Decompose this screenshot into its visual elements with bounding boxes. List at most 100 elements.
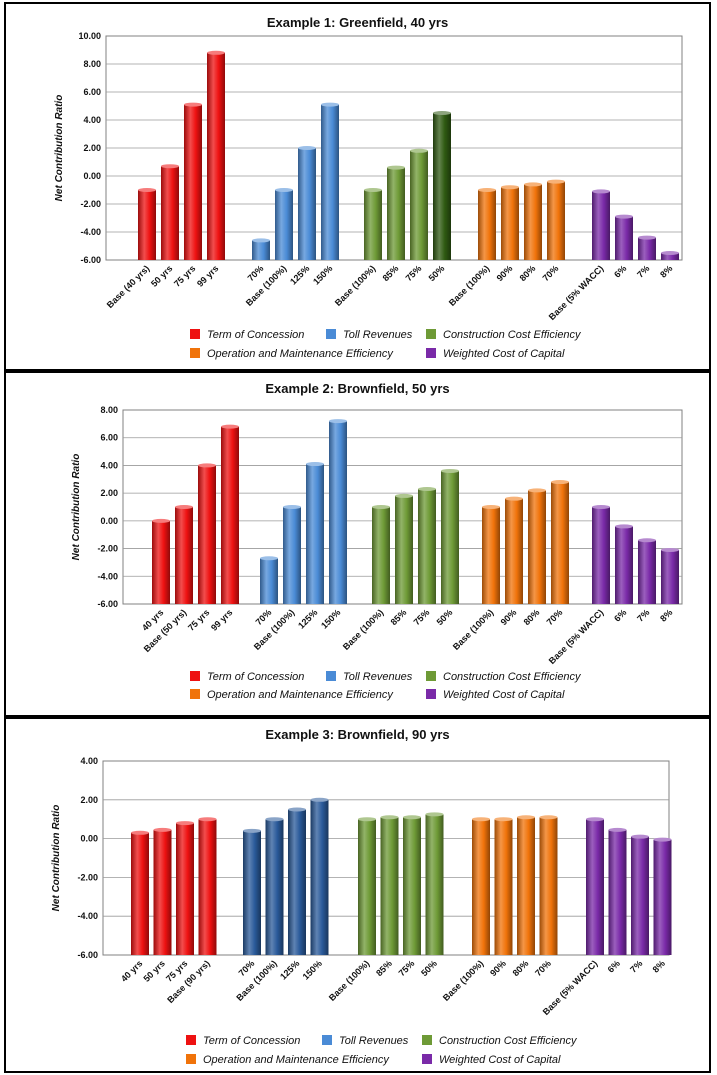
legend-toll-revenues: Toll Revenues bbox=[322, 1035, 408, 1047]
bar-cap bbox=[608, 827, 627, 832]
bar-cap bbox=[478, 188, 496, 192]
x-category-label: 50% bbox=[419, 958, 439, 978]
y-tick-label: 6.00 bbox=[100, 433, 118, 443]
legend-toll-revenues: Toll Revenues bbox=[326, 671, 412, 683]
legend-construction-cost-efficiency: Construction Cost Efficiency bbox=[426, 671, 581, 683]
x-category-label: 90% bbox=[488, 958, 508, 978]
bar bbox=[638, 540, 656, 604]
bar bbox=[243, 830, 261, 955]
x-category-label: 90% bbox=[499, 607, 519, 627]
bar-cap bbox=[364, 188, 382, 192]
bar bbox=[298, 148, 316, 260]
bar-cap bbox=[198, 817, 217, 822]
bar bbox=[275, 190, 293, 260]
y-tick-label: 0.00 bbox=[100, 516, 118, 526]
bar-cap bbox=[380, 815, 399, 820]
bar bbox=[524, 184, 542, 260]
bar-cap bbox=[329, 419, 347, 424]
bar bbox=[615, 216, 633, 260]
bar-cap bbox=[321, 102, 339, 107]
bar-cap bbox=[631, 834, 649, 839]
legend-operation-maintenance-efficiency: Operation and Maintenance Efficiency bbox=[186, 1054, 389, 1066]
x-category-label: 80% bbox=[522, 607, 542, 627]
bar-cap bbox=[586, 817, 604, 822]
bar bbox=[638, 237, 656, 260]
bar bbox=[631, 836, 649, 955]
x-category-label: 99 yrs bbox=[195, 263, 220, 288]
bar-cap bbox=[615, 524, 633, 529]
bar-cap bbox=[653, 837, 672, 842]
bar bbox=[306, 464, 324, 604]
legend-term-of-concession: Term of Concession bbox=[190, 329, 304, 341]
bar bbox=[387, 167, 405, 260]
bar bbox=[653, 839, 672, 955]
bar bbox=[329, 421, 347, 604]
y-tick-label: -2.00 bbox=[77, 872, 98, 882]
bar bbox=[505, 498, 523, 604]
x-category-label: 80% bbox=[518, 263, 538, 283]
bar bbox=[310, 799, 329, 955]
y-tick-label: -4.00 bbox=[80, 227, 101, 237]
bar-cap bbox=[505, 496, 523, 501]
bar bbox=[395, 495, 413, 604]
legend-construction-cost-efficiency: Construction Cost Efficiency bbox=[426, 329, 581, 341]
y-axis-title: Net Contribution Ratio bbox=[51, 805, 62, 912]
x-category-label: 7% bbox=[635, 607, 651, 623]
legend-toll-revenues: Toll Revenues bbox=[326, 329, 412, 341]
y-tick-label: -2.00 bbox=[80, 199, 101, 209]
bar-cap bbox=[410, 148, 428, 153]
bar-cap bbox=[661, 251, 679, 255]
x-category-label: 90% bbox=[495, 263, 515, 283]
bar-cap bbox=[243, 828, 261, 833]
bar-cap bbox=[372, 505, 390, 509]
bar bbox=[372, 507, 390, 604]
x-category-label: 70% bbox=[254, 607, 274, 627]
bar bbox=[161, 166, 179, 260]
y-tick-label: -4.00 bbox=[97, 571, 118, 581]
y-tick-label: 8.00 bbox=[83, 59, 101, 69]
bar bbox=[288, 809, 306, 955]
bar bbox=[433, 113, 451, 260]
y-tick-label: 6.00 bbox=[83, 87, 101, 97]
x-category-label: 7% bbox=[628, 958, 644, 974]
bar bbox=[528, 490, 546, 604]
bar bbox=[661, 549, 679, 604]
bar bbox=[482, 507, 500, 604]
x-category-label: 8% bbox=[651, 958, 667, 974]
bar-cap bbox=[152, 518, 170, 523]
x-category-label: Base (100%) bbox=[333, 263, 378, 308]
bar bbox=[221, 426, 239, 604]
bar-cap bbox=[592, 505, 610, 509]
bar-cap bbox=[433, 111, 451, 115]
x-category-label: Base (100%) bbox=[447, 263, 492, 308]
y-tick-label: -6.00 bbox=[97, 599, 118, 609]
x-category-label: 40 yrs bbox=[119, 958, 144, 983]
bar bbox=[517, 817, 535, 955]
bar-cap bbox=[260, 556, 278, 561]
x-category-label: 75 yrs bbox=[172, 263, 197, 288]
bar-cap bbox=[161, 164, 179, 169]
bar-cap bbox=[395, 493, 413, 498]
bar-cap bbox=[283, 505, 301, 509]
bar bbox=[592, 507, 610, 604]
bar bbox=[198, 465, 216, 604]
bar-cap bbox=[418, 486, 436, 491]
bar bbox=[198, 819, 217, 955]
bar-cap bbox=[207, 50, 225, 55]
x-category-label: 85% bbox=[374, 958, 394, 978]
x-category-label: 6% bbox=[612, 607, 628, 623]
x-category-label: 70% bbox=[246, 263, 266, 283]
x-category-label: 150% bbox=[311, 263, 334, 286]
bar bbox=[586, 819, 604, 955]
x-category-label: 6% bbox=[606, 958, 622, 974]
x-category-label: 6% bbox=[612, 263, 628, 279]
x-category-label: 85% bbox=[381, 263, 401, 283]
chart-canvas: 10.00 8.00 6.00 4.00 2.00 0.00 -2.00 -4.00 -6.00… bbox=[54, 31, 683, 322]
bar bbox=[138, 190, 156, 260]
y-axis-title: Net Contribution Ratio bbox=[71, 454, 82, 561]
bar-cap bbox=[482, 505, 500, 509]
bar bbox=[207, 52, 225, 260]
x-category-label: 99 yrs bbox=[209, 607, 234, 632]
x-category-label: 70% bbox=[541, 263, 561, 283]
bar bbox=[418, 488, 436, 604]
